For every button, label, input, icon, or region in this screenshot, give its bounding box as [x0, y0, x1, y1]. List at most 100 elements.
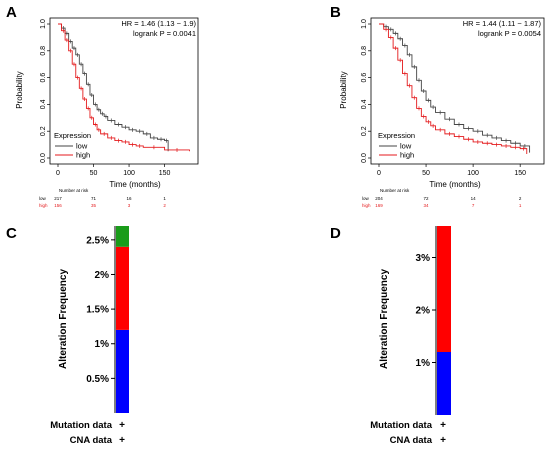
ytick-label: 0.2: [40, 126, 47, 136]
xtick-label: 150: [159, 170, 171, 177]
panel-b-risk-title: Number at risk: [380, 188, 410, 193]
panel-b-xticks: 0 50 100 150: [377, 164, 526, 177]
ytick-label: 0.5%: [86, 374, 109, 385]
panel-b-legend-title: Expression: [378, 131, 415, 140]
panel-c-row-cna-marker: +: [119, 435, 125, 446]
panel-a-legend-low: low: [76, 142, 88, 151]
xtick-label: 50: [90, 170, 98, 177]
risk-low-2: 14: [471, 196, 477, 201]
risk-high-0: 156: [54, 203, 62, 208]
panel-c-ylabel: Alteration Frequency: [58, 269, 69, 369]
risk-low-0: 217: [54, 196, 62, 201]
ytick-label: 0.2: [361, 126, 368, 136]
panel-a-risk-high-label: high: [39, 203, 48, 208]
panel-b-letter: B: [330, 4, 341, 21]
panel-a-logrank: logrank P = 0.0041: [133, 29, 196, 38]
risk-high-0: 169: [375, 203, 383, 208]
xtick-label: 150: [514, 170, 526, 177]
panel-a-risk-title: Number at risk: [59, 188, 89, 193]
bar-segment-green: [116, 226, 129, 247]
ytick-label: 3%: [416, 253, 431, 264]
panel-d-row-cna: CNA data: [390, 435, 433, 446]
panel-a-ylabel: Probability: [15, 71, 24, 108]
risk-low-1: 72: [424, 196, 430, 201]
risk-low-3: 1: [163, 196, 166, 201]
ytick-label: 0.0: [361, 153, 368, 163]
panel-b-yticks: 0.0 0.2 0.4 0.6 0.8 1.0: [361, 19, 371, 163]
panel-a-xlabel: Time (months): [109, 180, 161, 189]
risk-high-3: 2: [163, 203, 166, 208]
panel-c-letter: C: [6, 225, 17, 242]
ytick-label: 1.5%: [86, 305, 109, 316]
panel-c-stacked-bar: [116, 226, 129, 413]
xtick-label: 50: [422, 170, 430, 177]
panel-a-yticks: 0.0 0.2 0.4 0.6 0.8 1.0: [40, 19, 50, 163]
ytick-label: 0.6: [361, 73, 368, 83]
km-curve-high: [379, 23, 528, 154]
ytick-label: 0.8: [361, 46, 368, 56]
panel-b: B Probability 0.0 0.2 0.4 0.6 0.8 1.0 0 50 100 1…: [330, 4, 545, 208]
panel-c-row-cna: CNA data: [70, 435, 113, 446]
risk-low-3: 2: [519, 196, 522, 201]
ytick-label: 2%: [416, 306, 431, 317]
panel-b-xlabel: Time (months): [429, 180, 481, 189]
risk-high-1: 34: [424, 203, 430, 208]
risk-high-1: 35: [91, 203, 97, 208]
risk-low-2: 16: [127, 196, 133, 201]
ytick-label: 1%: [416, 358, 431, 369]
bar-segment-blue: [116, 329, 129, 413]
risk-low-0: 204: [375, 196, 383, 201]
ytick-label: 0.4: [40, 99, 47, 109]
panel-b-risk-high-label: high: [362, 203, 371, 208]
panel-a-hr: HR = 1.46 (1.13 − 1.9): [121, 19, 196, 28]
panel-a-xticks: 0 50 100 150: [56, 164, 171, 177]
panel-b-curves: [379, 23, 531, 154]
ytick-label: 0.0: [40, 153, 47, 163]
risk-high-2: 7: [472, 203, 475, 208]
panel-d-yticks: 1% 2% 3%: [416, 253, 436, 369]
km-curve-high: [58, 23, 190, 152]
risk-high-2: 3: [128, 203, 131, 208]
ytick-label: 0.4: [361, 99, 368, 109]
ytick-label: 0.8: [40, 46, 47, 56]
xtick-label: 0: [377, 170, 381, 177]
panel-a: A Probability 0.0 0.2 0.4 0.6 0.8 1.0 0 50 100 1…: [6, 4, 199, 208]
panel-a-legend-title: Expression: [54, 131, 91, 140]
xtick-label: 100: [123, 170, 135, 177]
panel-a-risk-table: 217 156 71 35 16 3 1 2: [54, 196, 166, 208]
ytick-label: 2.5%: [86, 235, 109, 246]
bar-segment-red: [437, 226, 451, 352]
panel-b-risk-low-label: low: [362, 196, 370, 201]
panel-b-legend-high: high: [400, 151, 414, 160]
ytick-label: 1.0: [361, 19, 368, 29]
panel-c-row-mutation: Mutation data: [50, 420, 112, 431]
ytick-label: 1.0: [40, 19, 47, 29]
panel-a-letter: A: [6, 4, 17, 21]
panel-b-ylabel: Probability: [339, 71, 348, 108]
risk-low-1: 71: [91, 196, 97, 201]
panel-d-ylabel: Alteration Frequency: [379, 269, 390, 369]
panel-d-letter: D: [330, 225, 341, 242]
panel-b-plot-frame: [370, 17, 545, 165]
panel-a-legend-high: high: [76, 151, 90, 160]
panel-d-row-mutation-marker: +: [440, 420, 446, 431]
bar-segment-red: [116, 246, 129, 330]
bar-segment-blue: [437, 352, 451, 415]
panel-c-row-mutation-marker: +: [119, 420, 125, 431]
panel-d-row-mutation: Mutation data: [370, 420, 432, 431]
panel-d-stacked-bar: [437, 226, 451, 415]
panel-b-logrank: logrank P = 0.0054: [478, 29, 541, 38]
km-curve-low: [58, 23, 169, 152]
ytick-label: 1%: [95, 339, 110, 350]
panel-d: D Alteration Frequency 1% 2% 3% Mutation d…: [330, 225, 451, 446]
ytick-label: 2%: [95, 270, 110, 281]
panel-d-row-cna-marker: +: [440, 435, 446, 446]
risk-high-3: 1: [519, 203, 522, 208]
panel-a-curves: [58, 23, 190, 152]
panel-b-legend-low: low: [400, 142, 412, 151]
panel-b-hr: HR = 1.44 (1.11 − 1.87): [463, 19, 542, 28]
panel-a-plot-frame: [49, 17, 199, 165]
xtick-label: 0: [56, 170, 60, 177]
